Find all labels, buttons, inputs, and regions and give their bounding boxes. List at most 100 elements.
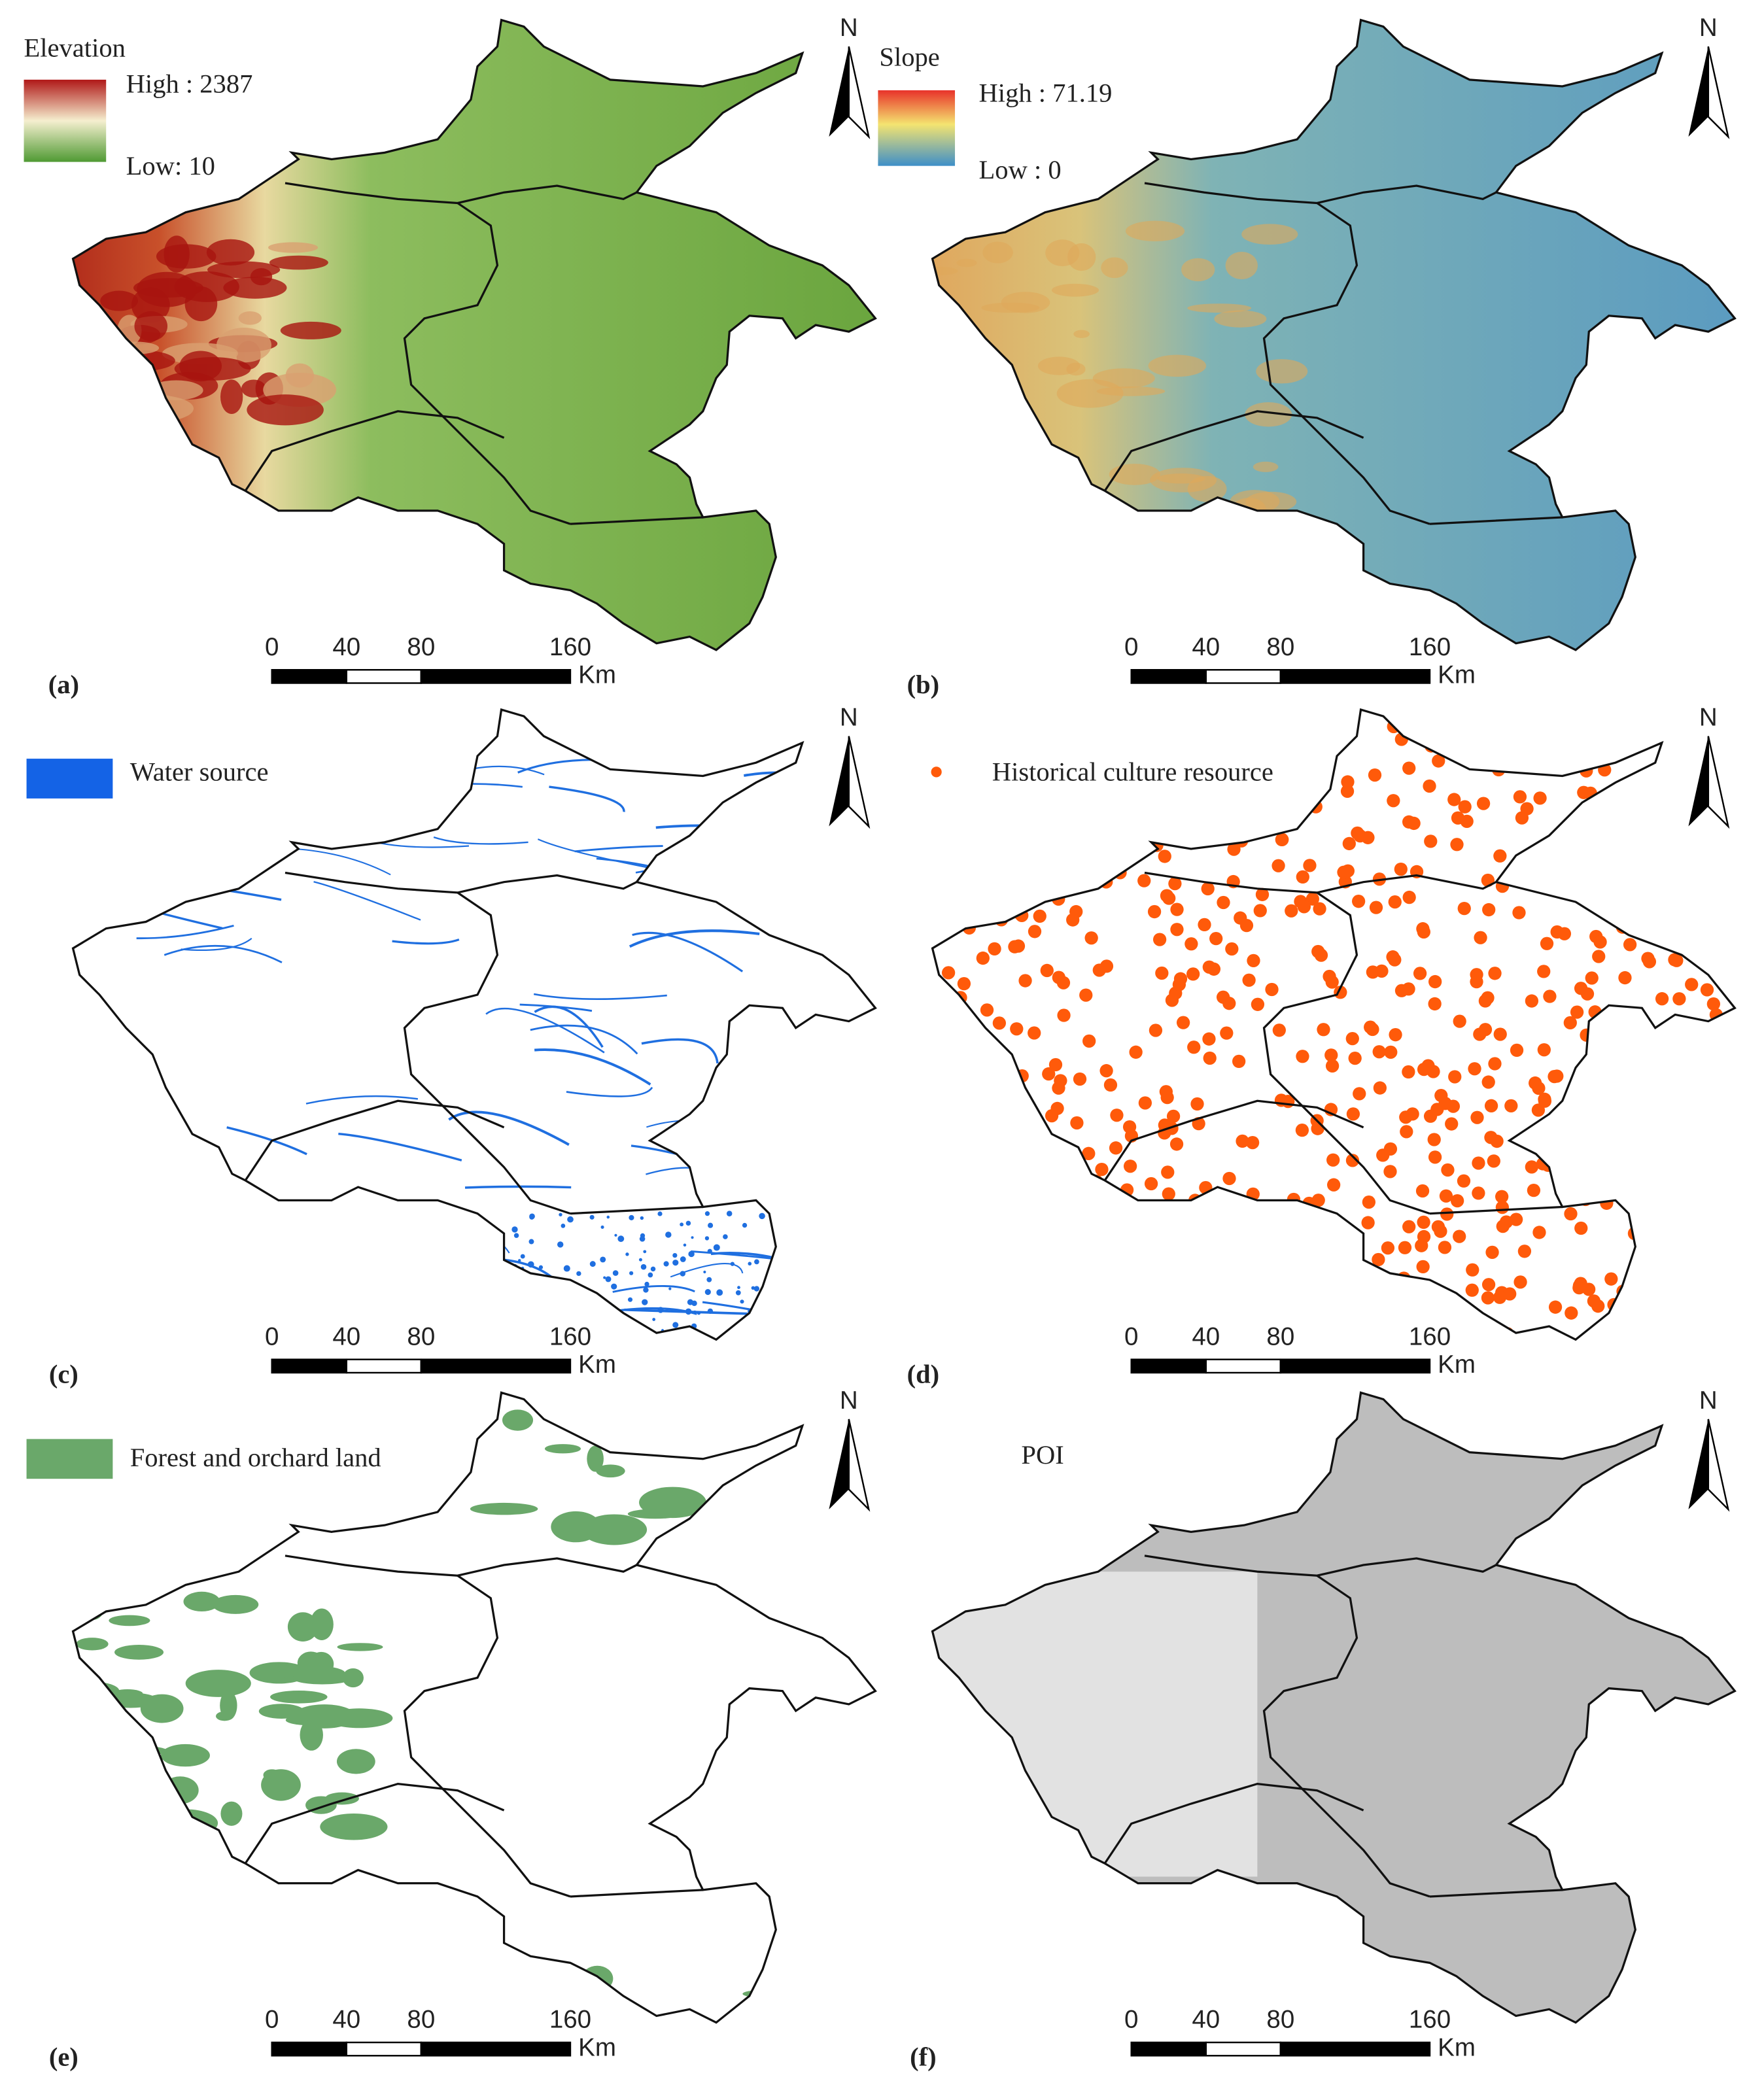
water-dot [616, 1324, 620, 1328]
culture-site [1415, 1184, 1430, 1198]
north-label: N [1699, 1386, 1718, 1415]
culture-site [1608, 800, 1622, 814]
culture-site [1472, 1186, 1485, 1200]
water-dot [544, 1328, 549, 1332]
culture-site [1450, 1194, 1464, 1208]
culture-site [1253, 904, 1267, 918]
forest-patch [336, 1749, 375, 1774]
culture-site [1099, 1064, 1113, 1078]
culture-site [1041, 1316, 1055, 1330]
culture-site [1247, 954, 1260, 968]
culture-site [988, 942, 1001, 955]
water-dot [740, 1299, 744, 1304]
culture-site [1099, 959, 1114, 973]
culture-site [1485, 1245, 1499, 1260]
culture-site [1659, 842, 1672, 856]
culture-site [1155, 1245, 1169, 1260]
water-dot [742, 1222, 748, 1228]
river [719, 869, 848, 899]
culture-site [991, 1193, 1005, 1207]
culture-site [1389, 1028, 1402, 1042]
culture-site [1324, 1290, 1338, 1303]
culture-site [1169, 1137, 1184, 1151]
region-boundary [1144, 871, 1497, 894]
culture-site [1094, 1227, 1107, 1241]
culture-site [1201, 882, 1215, 896]
culture-site [1565, 1306, 1578, 1320]
water-dot [665, 1231, 672, 1238]
culture-site [1239, 919, 1254, 933]
culture-site [1298, 1311, 1312, 1326]
culture-site [1672, 992, 1686, 1006]
culture-site [1137, 874, 1151, 887]
culture-site [1279, 790, 1294, 804]
culture-site [958, 1063, 972, 1076]
legend-label: Forest and orchard land [130, 1443, 381, 1472]
culture-site [1639, 877, 1653, 891]
culture-site [1617, 1160, 1631, 1174]
relief-patch [73, 324, 97, 356]
culture-site [1272, 1023, 1286, 1037]
culture-site [1558, 845, 1572, 859]
culture-site [933, 1200, 946, 1214]
water-dot [639, 1236, 646, 1242]
culture-site [971, 1162, 985, 1177]
culture-site [1727, 910, 1735, 923]
water-dot [643, 1250, 647, 1254]
culture-site [1109, 1141, 1123, 1155]
culture-site [1697, 1313, 1710, 1327]
culture-site [1017, 850, 1031, 863]
culture-site [1323, 738, 1337, 752]
culture-site [1095, 1162, 1109, 1177]
north-arrow-left [829, 736, 849, 827]
culture-site [1028, 925, 1042, 938]
water-dot [570, 1284, 574, 1287]
forest-patch [109, 1615, 150, 1626]
water-dot [538, 1265, 544, 1269]
water-dot [600, 1256, 606, 1263]
culture-site [1326, 1178, 1341, 1192]
culture-site [932, 819, 946, 833]
water-dot [566, 1311, 571, 1316]
culture-site [1296, 1050, 1309, 1063]
culture-site [1203, 1051, 1217, 1065]
water-dot [685, 1308, 692, 1315]
river [325, 1296, 458, 1314]
culture-site [1453, 722, 1467, 736]
culture-site [932, 887, 941, 901]
scale-segment [1279, 2041, 1431, 2057]
culture-site [1198, 918, 1211, 932]
culture-site [1585, 971, 1599, 985]
culture-site [1460, 814, 1474, 829]
culture-site [1084, 817, 1098, 831]
culture-site [1165, 993, 1179, 1007]
culture-site [1550, 925, 1564, 939]
culture-site [1394, 862, 1408, 876]
legend-ramp [24, 79, 107, 162]
culture-site [1614, 896, 1627, 910]
water-dot [520, 1254, 525, 1259]
relief-patch [268, 242, 319, 253]
culture-site [1634, 719, 1648, 734]
culture-site [932, 809, 944, 823]
culture-site [1166, 1109, 1181, 1124]
relief-patch [134, 311, 168, 341]
culture-site [1573, 751, 1587, 765]
culture-site [1149, 1023, 1163, 1037]
culture-site [1050, 793, 1064, 807]
culture-site [1458, 800, 1472, 814]
scale-tick-label: 40 [1192, 633, 1220, 661]
culture-site [1716, 1214, 1730, 1228]
culture-site [944, 1167, 958, 1180]
culture-site [1173, 738, 1186, 751]
north-arrow-left [1688, 46, 1708, 137]
scale-tick-label: 160 [1409, 2006, 1451, 2034]
culture-site [933, 742, 946, 756]
culture-site [1615, 1138, 1629, 1152]
river [549, 785, 625, 812]
slope-patch [1109, 464, 1161, 485]
culture-site [1052, 971, 1065, 984]
river [305, 1095, 419, 1105]
region-boundary [1103, 1099, 1364, 1181]
